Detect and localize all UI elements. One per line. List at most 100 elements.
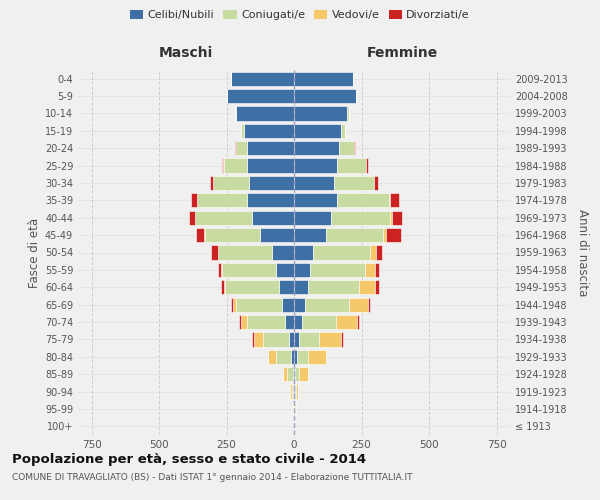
Bar — [292, 384, 293, 398]
Text: COMUNE DI TRAVAGLIATO (BS) - Dati ISTAT 1° gennaio 2014 - Elaborazione TUTTITALI: COMUNE DI TRAVAGLIATO (BS) - Dati ISTAT … — [12, 472, 413, 482]
Bar — [225, 280, 279, 294]
Bar — [279, 280, 294, 294]
Bar — [241, 124, 244, 138]
Bar — [374, 176, 378, 190]
Bar — [349, 298, 368, 312]
Bar — [294, 332, 299, 346]
Bar — [359, 280, 375, 294]
Bar — [375, 280, 379, 294]
Bar — [293, 384, 294, 398]
Bar — [296, 384, 298, 398]
Bar — [294, 384, 295, 398]
Bar — [284, 315, 294, 329]
Bar — [336, 315, 357, 329]
Bar — [210, 176, 213, 190]
Bar — [341, 332, 343, 346]
Bar — [367, 158, 368, 172]
Bar — [236, 106, 294, 120]
Bar — [224, 280, 225, 294]
Bar — [386, 228, 401, 242]
Bar — [277, 263, 294, 277]
Bar — [263, 332, 289, 346]
Bar — [294, 124, 341, 138]
Bar — [294, 176, 334, 190]
Y-axis label: Anni di nascita: Anni di nascita — [576, 209, 589, 296]
Bar — [308, 350, 326, 364]
Y-axis label: Fasce di età: Fasce di età — [28, 218, 41, 288]
Bar — [340, 141, 354, 156]
Bar — [218, 263, 221, 277]
Bar — [196, 210, 252, 225]
Bar — [235, 106, 236, 120]
Bar — [244, 124, 294, 138]
Bar — [290, 384, 292, 398]
Bar — [294, 280, 308, 294]
Bar — [294, 246, 313, 260]
Bar — [292, 350, 294, 364]
Bar — [236, 141, 247, 156]
Bar — [236, 298, 282, 312]
Bar — [313, 246, 370, 260]
Bar — [189, 210, 195, 225]
Bar — [368, 298, 370, 312]
Bar — [331, 210, 390, 225]
Bar — [287, 367, 293, 382]
Bar — [233, 298, 236, 312]
Bar — [337, 193, 389, 208]
Bar — [268, 350, 277, 364]
Bar — [191, 193, 197, 208]
Bar — [294, 367, 295, 382]
Bar — [196, 228, 204, 242]
Bar — [319, 332, 341, 346]
Bar — [205, 228, 260, 242]
Bar — [294, 228, 326, 242]
Bar — [197, 193, 247, 208]
Bar — [289, 332, 294, 346]
Bar — [296, 350, 308, 364]
Bar — [250, 176, 294, 190]
Bar — [294, 210, 331, 225]
Text: Popolazione per età, sesso e stato civile - 2014: Popolazione per età, sesso e stato civil… — [12, 452, 366, 466]
Bar — [334, 176, 374, 190]
Bar — [294, 141, 340, 156]
Bar — [341, 124, 345, 138]
Bar — [224, 158, 247, 172]
Bar — [221, 263, 223, 277]
Bar — [204, 228, 205, 242]
Bar — [294, 298, 305, 312]
Bar — [232, 72, 294, 86]
Bar — [337, 158, 366, 172]
Bar — [308, 280, 359, 294]
Bar — [239, 315, 241, 329]
Bar — [221, 280, 224, 294]
Bar — [294, 72, 353, 86]
Bar — [252, 332, 254, 346]
Bar — [223, 263, 277, 277]
Bar — [310, 263, 365, 277]
Bar — [347, 106, 349, 120]
Bar — [370, 246, 376, 260]
Bar — [299, 367, 308, 382]
Bar — [277, 350, 292, 364]
Bar — [294, 315, 302, 329]
Bar — [254, 332, 263, 346]
Bar — [357, 315, 359, 329]
Bar — [294, 263, 310, 277]
Bar — [211, 246, 218, 260]
Bar — [294, 158, 337, 172]
Legend: Celibi/Nubili, Coniugati/e, Vedovi/e, Divorziati/e: Celibi/Nubili, Coniugati/e, Vedovi/e, Di… — [125, 6, 475, 25]
Bar — [294, 193, 337, 208]
Bar — [247, 158, 294, 172]
Bar — [213, 176, 250, 190]
Bar — [294, 350, 296, 364]
Bar — [247, 315, 284, 329]
Bar — [295, 367, 299, 382]
Bar — [227, 89, 294, 103]
Bar — [247, 141, 294, 156]
Bar — [389, 193, 390, 208]
Bar — [230, 298, 233, 312]
Bar — [247, 193, 294, 208]
Bar — [294, 89, 356, 103]
Bar — [282, 298, 294, 312]
Bar — [293, 367, 294, 382]
